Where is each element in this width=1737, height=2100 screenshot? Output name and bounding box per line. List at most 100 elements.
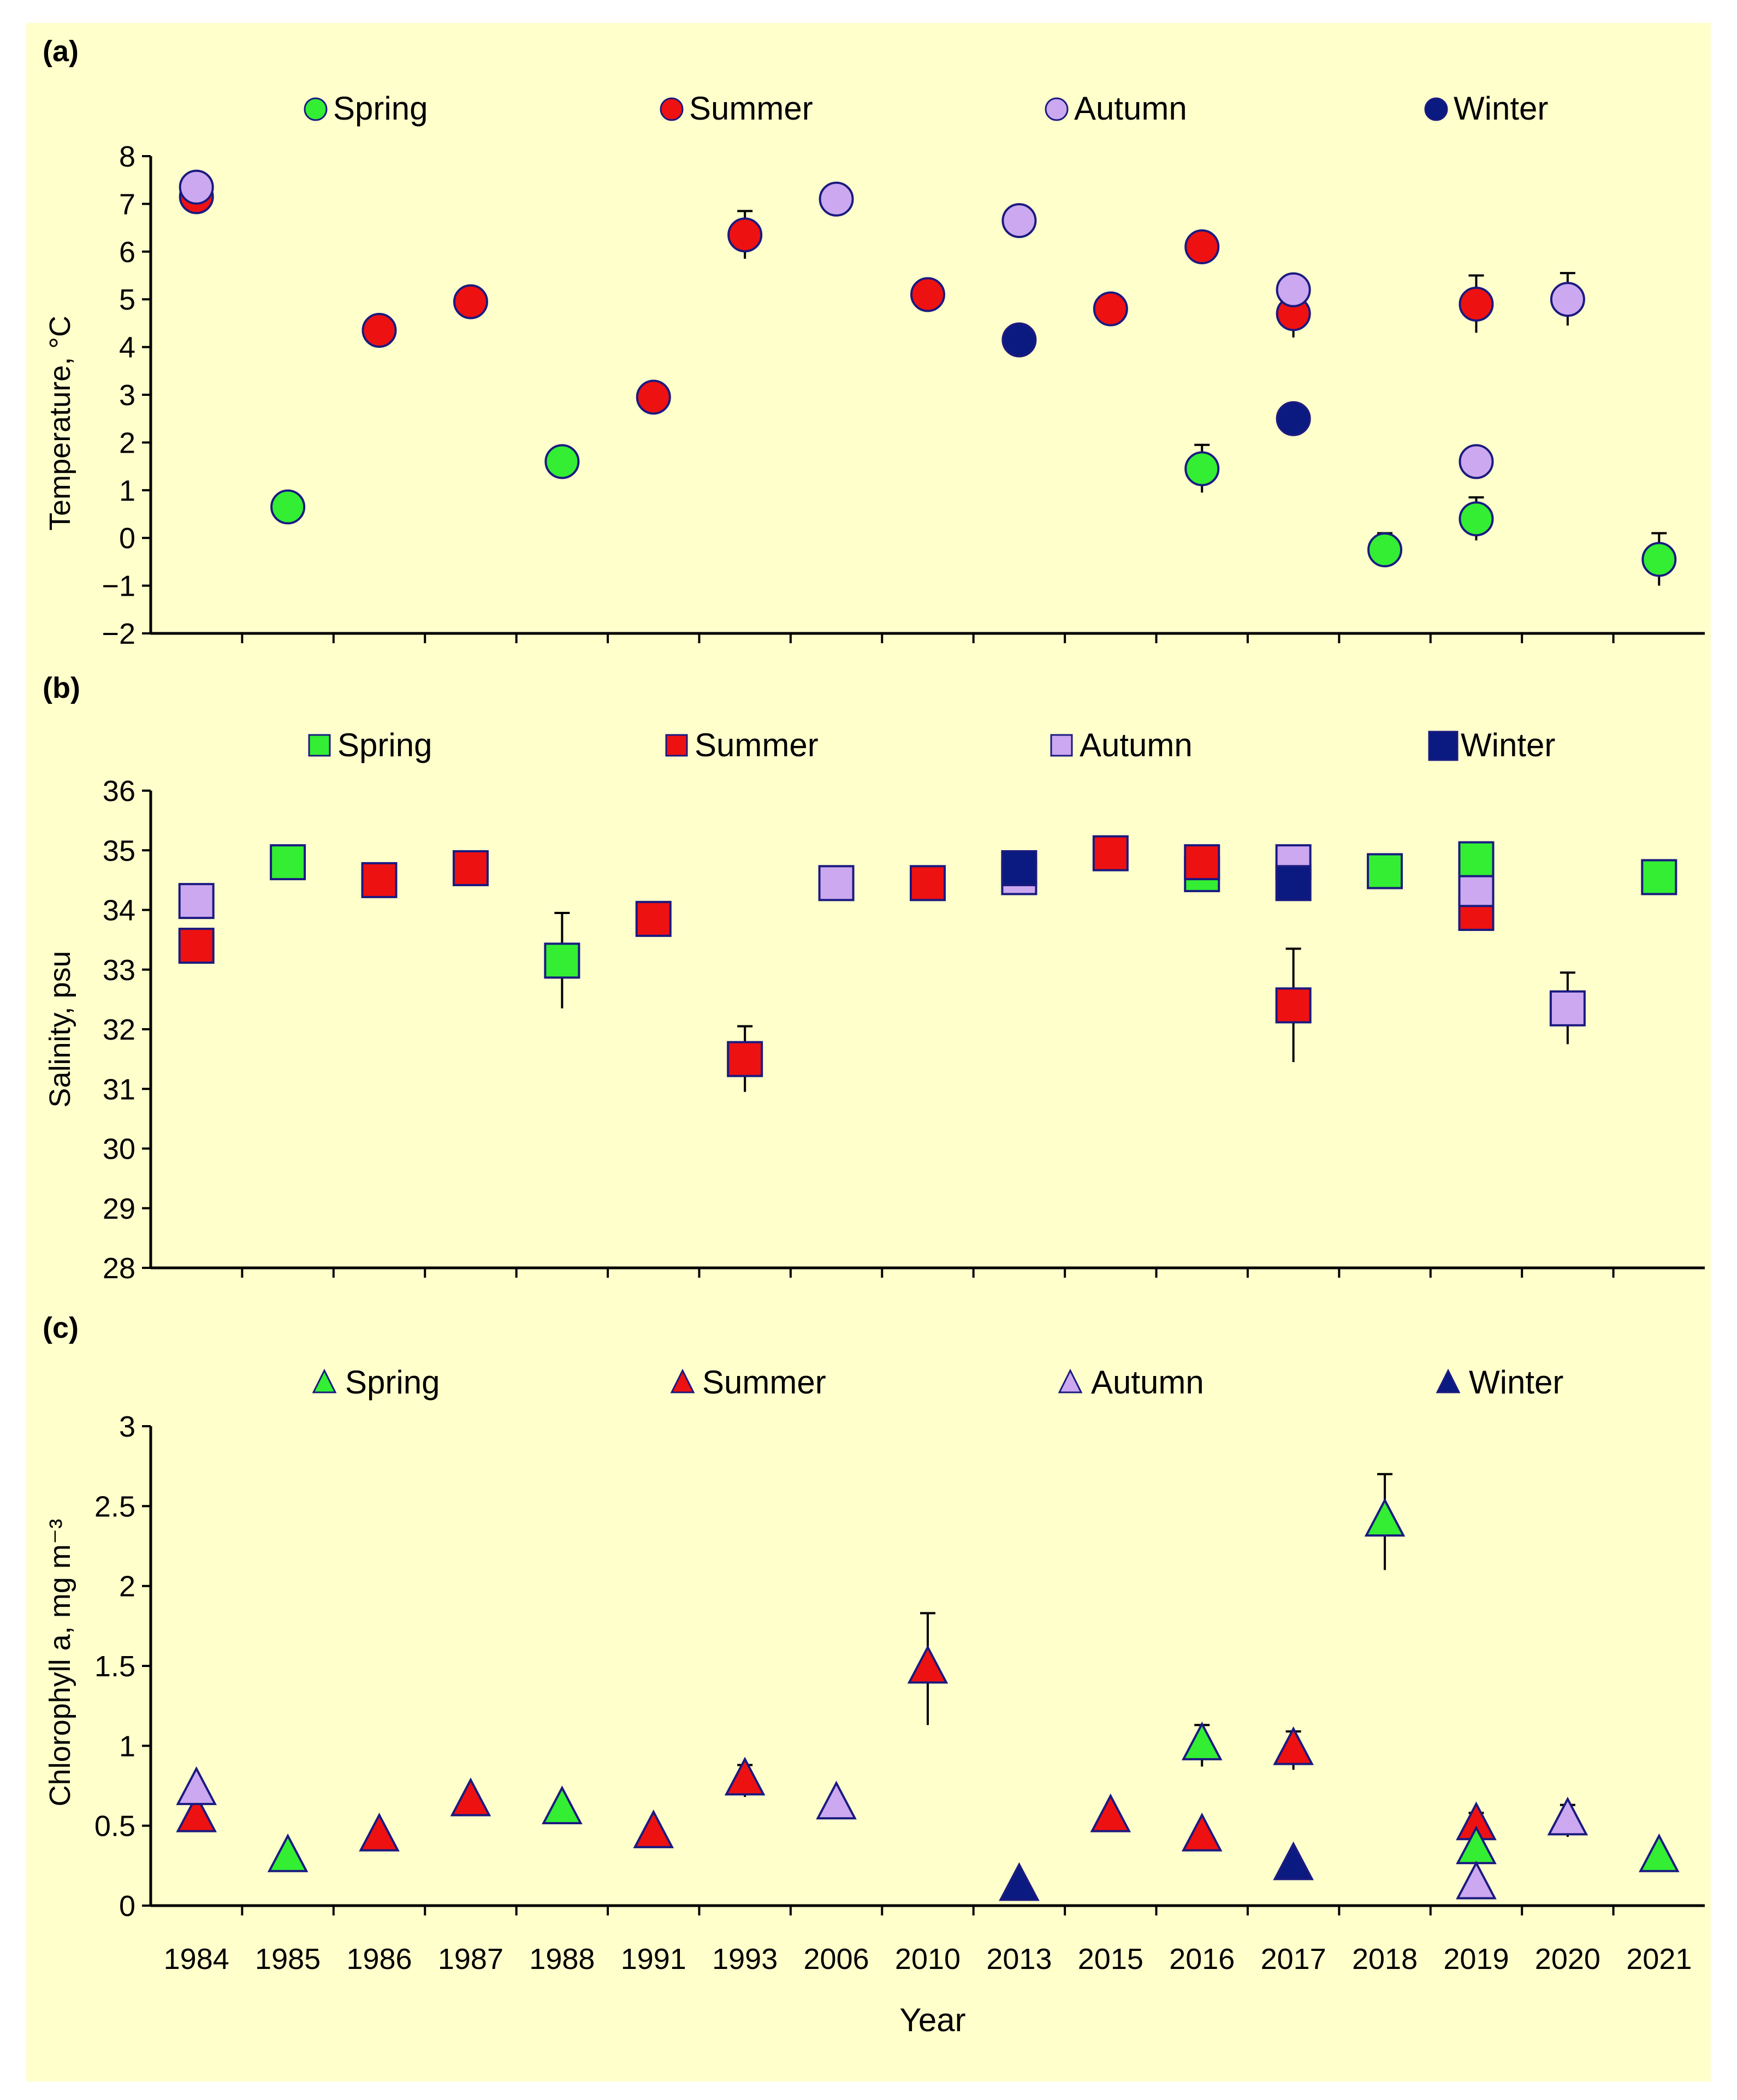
data-point-winter xyxy=(1273,1841,1314,1880)
legend-a-winter-marker xyxy=(1424,97,1448,121)
y-tick-label: 36 xyxy=(103,775,135,808)
data-point-spring xyxy=(1641,542,1677,577)
legend-a-autumn-label: Autumn xyxy=(1074,90,1187,127)
axes-panel-1: 28 29 30 31 32 33 34 35 36 xyxy=(103,775,1705,1285)
data-point-summer xyxy=(1184,229,1220,265)
data-point-summer xyxy=(1090,1793,1131,1832)
y-tick-label: 30 xyxy=(103,1133,135,1166)
data-point-autumn xyxy=(1549,990,1586,1027)
marks-panel-1 xyxy=(178,835,1677,1092)
panel-label-a: (a) xyxy=(43,35,79,68)
data-point-winter xyxy=(1276,401,1311,436)
x-tick-label: 2020 xyxy=(1535,1943,1600,1976)
y-tick-label: 2 xyxy=(119,1570,135,1603)
y-tick-label: 29 xyxy=(103,1193,135,1225)
data-point-autumn xyxy=(819,181,854,217)
data-point-summer xyxy=(727,217,763,253)
legend-c: Spring Summer Autumn Winter xyxy=(312,1364,1563,1401)
x-tick-label: 1986 xyxy=(346,1943,412,1976)
data-point-winter xyxy=(1275,865,1312,901)
x-tick-label: 2021 xyxy=(1626,1943,1692,1976)
x-tick-label: 1991 xyxy=(621,1943,686,1976)
data-point-winter xyxy=(1001,850,1038,887)
data-point-summer xyxy=(1093,291,1128,327)
data-point-summer xyxy=(176,1793,217,1832)
data-point-summer xyxy=(178,928,215,964)
data-point-summer xyxy=(453,284,488,319)
legend-b-winter-label: Winter xyxy=(1461,727,1555,763)
data-point-autumn xyxy=(179,169,214,205)
data-point-summer xyxy=(724,1757,766,1796)
data-point-spring xyxy=(542,1785,583,1824)
data-point-spring xyxy=(1458,841,1495,877)
y-tick-label: 1 xyxy=(119,474,135,507)
x-tick-label: 1993 xyxy=(712,1943,778,1976)
x-tick-label: 2017 xyxy=(1261,1943,1326,1976)
data-point-spring xyxy=(1364,1498,1406,1537)
ylabel-a: Temperature, °C xyxy=(44,316,76,531)
legend-c-spring-marker xyxy=(312,1368,337,1393)
data-point-autumn xyxy=(1001,203,1037,238)
data-point-spring xyxy=(1638,1833,1680,1872)
data-point-summer xyxy=(1092,835,1129,871)
data-point-summer xyxy=(1273,1726,1314,1765)
data-point-spring xyxy=(1367,853,1403,889)
panel-label-c: (c) xyxy=(43,1312,79,1344)
y-tick-label: 2 xyxy=(119,426,135,459)
data-point-spring xyxy=(1459,501,1494,537)
data-point-autumn xyxy=(1547,1796,1588,1836)
data-point-winter xyxy=(999,1862,1040,1901)
marks-panel-2 xyxy=(176,1473,1680,1901)
x-tick-label: 2006 xyxy=(804,1943,869,1976)
data-point-summer xyxy=(910,277,945,312)
legend-b-autumn-marker xyxy=(1050,734,1073,757)
x-axis-title: Year xyxy=(899,2002,965,2038)
legend-c-winter-marker xyxy=(1436,1368,1461,1393)
legend-a-spring-marker xyxy=(304,97,328,121)
legend-b-spring-marker xyxy=(308,734,331,757)
data-point-spring xyxy=(544,942,580,979)
y-tick-label: 35 xyxy=(103,834,135,867)
x-tick-label: 2019 xyxy=(1443,1943,1509,1976)
ylabel-c: Chlorophyll a, mg m⁻³ xyxy=(44,1519,76,1807)
data-point-summer xyxy=(1459,286,1494,322)
ylabel-b: Salinity, psu xyxy=(44,951,76,1107)
data-point-spring xyxy=(270,489,306,525)
x-tick-label: 1985 xyxy=(255,1943,321,1976)
legend-c-autumn-marker xyxy=(1058,1368,1083,1393)
data-point-summer xyxy=(1184,844,1220,881)
data-point-autumn xyxy=(1456,1860,1497,1900)
data-point-spring xyxy=(1641,859,1677,895)
data-point-autumn xyxy=(1550,282,1585,317)
x-tick-label: 2015 xyxy=(1078,1943,1143,1976)
data-point-summer xyxy=(359,1812,400,1852)
data-point-spring xyxy=(270,844,306,881)
legend-a-summer-label: Summer xyxy=(689,90,813,127)
data-point-spring xyxy=(267,1833,309,1872)
x-tick-label: 2018 xyxy=(1352,1943,1418,1976)
data-point-spring xyxy=(1367,532,1403,568)
y-tick-label: −1 xyxy=(102,570,135,603)
legend-c-summer-label: Summer xyxy=(702,1364,826,1401)
y-tick-label: 0 xyxy=(119,1890,135,1923)
legend-b: Spring Summer Autumn Winter xyxy=(308,727,1555,763)
legend-a-spring-label: Spring xyxy=(333,90,428,127)
ylabel-c-text: Chlorophyll a, mg m⁻³ xyxy=(44,1519,76,1807)
data-point-summer xyxy=(633,1809,674,1848)
legend-a-winter-label: Winter xyxy=(1454,90,1548,127)
legend-c-autumn-label: Autumn xyxy=(1091,1364,1204,1401)
x-tick-label: 2013 xyxy=(986,1943,1052,1976)
data-point-spring xyxy=(1184,451,1220,487)
legend-c-spring-label: Spring xyxy=(345,1364,440,1401)
data-point-autumn xyxy=(1276,272,1311,307)
y-tick-label: 3 xyxy=(119,1410,135,1443)
legend-b-spring-label: Spring xyxy=(337,727,432,763)
x-tick-label: 1987 xyxy=(438,1943,503,1976)
data-point-summer xyxy=(1181,1812,1223,1852)
legend-c-winter-label: Winter xyxy=(1469,1364,1563,1401)
data-point-spring xyxy=(544,444,580,479)
data-point-autumn xyxy=(176,1766,217,1805)
y-tick-label: 3 xyxy=(119,379,135,412)
axes-layer: −2−101234567828293031323334353600.511.52… xyxy=(94,140,1705,1976)
